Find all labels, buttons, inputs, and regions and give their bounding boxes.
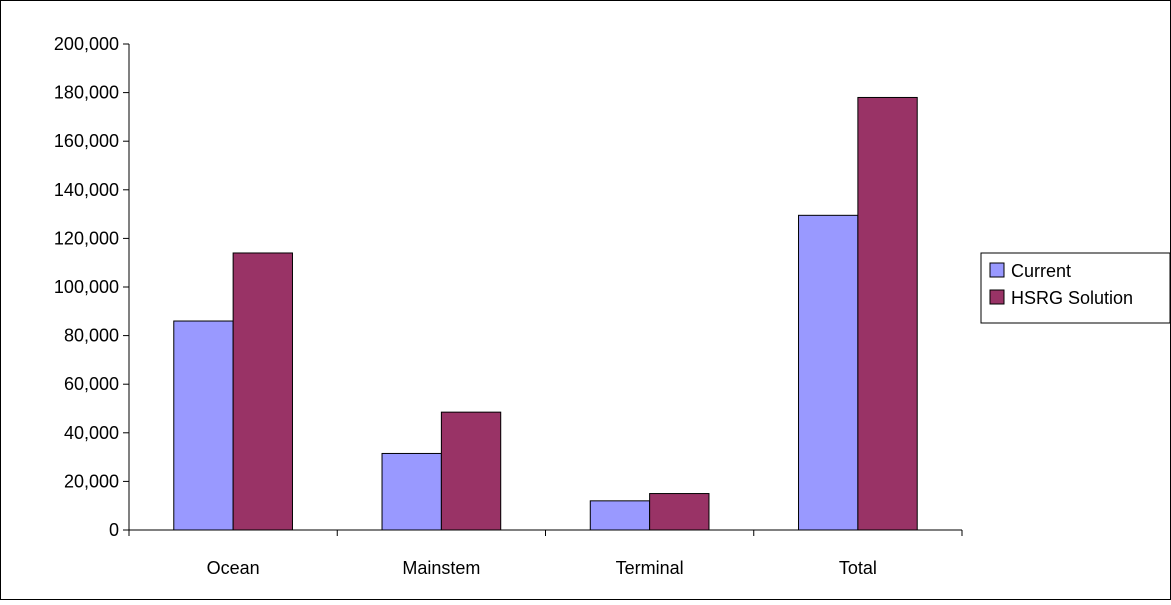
x-tick-label: Mainstem: [402, 558, 480, 578]
y-tick-label: 80,000: [64, 326, 119, 346]
x-tick-label: Terminal: [616, 558, 684, 578]
bar-current-ocean: [173, 320, 234, 531]
bar-current-terminal: [589, 500, 651, 531]
y-tick-label: 140,000: [54, 180, 119, 200]
bars: [173, 96, 918, 531]
y-tick-label: 120,000: [54, 228, 119, 248]
legend: Current HSRG Solution: [980, 252, 1171, 324]
x-tick-label: Total: [839, 558, 877, 578]
y-tick-label: 180,000: [54, 83, 119, 103]
bar-hsrg-solution-mainstem: [440, 411, 502, 531]
y-tick-label: 60,000: [64, 374, 119, 394]
bar-current-mainstem: [381, 452, 442, 531]
legend-label: HSRG Solution: [1011, 288, 1133, 308]
bar-hsrg-solution-terminal: [649, 493, 710, 531]
y-tick-label: 0: [109, 520, 119, 540]
x-axis-ticks: Ocean Mainstem Terminal Total: [128, 530, 963, 578]
y-tick-label: 160,000: [54, 131, 119, 151]
y-axis-ticks: 0 20,000 40,000 60,000 80,000 100,000 120,000 1…: [54, 34, 129, 540]
y-tick-label: 20,000: [64, 471, 119, 491]
legend-box: [980, 252, 1171, 324]
bar-hsrg-solution-ocean: [232, 252, 293, 531]
legend-label: Current: [1011, 261, 1071, 281]
bar-current-total: [798, 214, 859, 531]
y-tick-label: 100,000: [54, 277, 119, 297]
legend-swatch: [989, 289, 1005, 305]
x-tick-label: Ocean: [207, 558, 260, 578]
y-tick-label: 40,000: [64, 423, 119, 443]
bar-hsrg-solution-total: [857, 96, 918, 531]
y-tick-label: 200,000: [54, 34, 119, 54]
legend-swatch: [989, 262, 1005, 278]
